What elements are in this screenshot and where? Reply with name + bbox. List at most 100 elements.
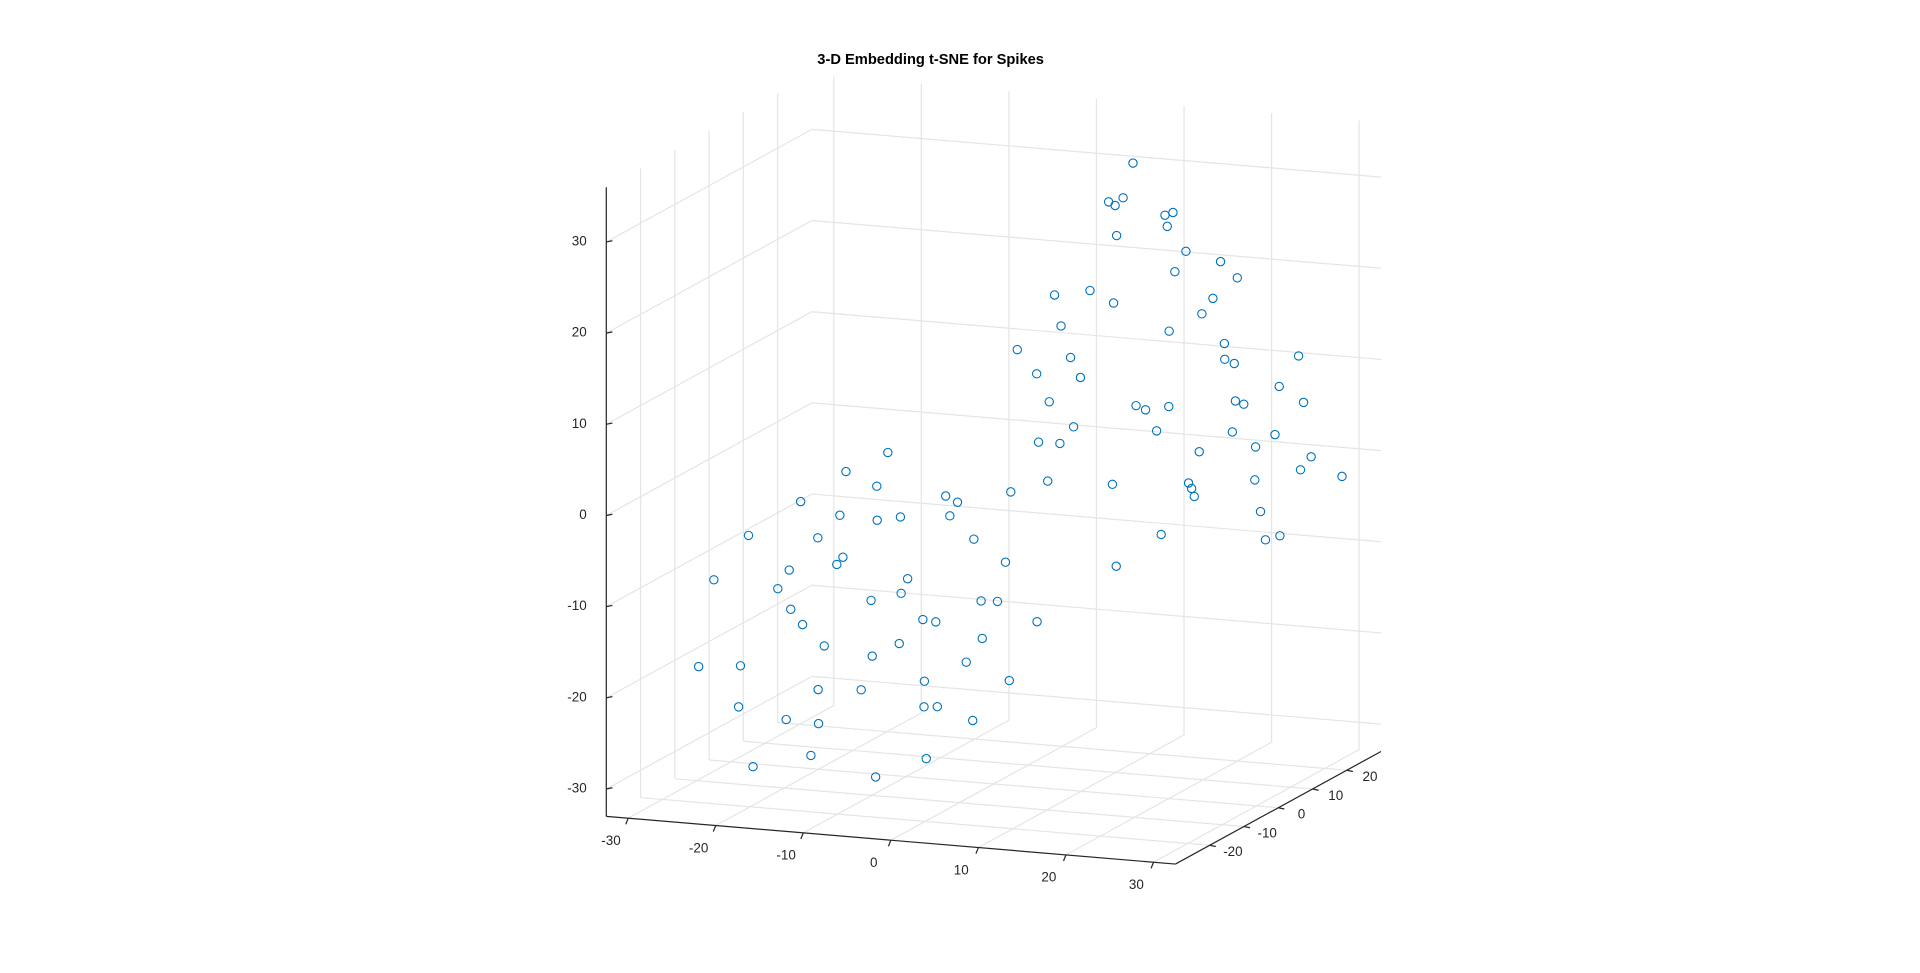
data-point (1006, 487, 1016, 497)
y-tick (1278, 807, 1285, 810)
z-tick (606, 331, 613, 334)
data-point (1031, 369, 1042, 379)
data-point (856, 685, 866, 695)
data-point (1075, 372, 1086, 383)
data-point (1065, 352, 1076, 363)
z-tick-label: 10 (572, 416, 587, 431)
data-point (1229, 358, 1239, 369)
grid-line (605, 311, 813, 425)
x-tick-label: -20 (689, 840, 708, 855)
data-point (1275, 531, 1285, 541)
x-tick (712, 825, 717, 832)
x-tick (1150, 862, 1155, 869)
grid-line (743, 740, 1313, 790)
data-point (1295, 465, 1306, 475)
data-point (1298, 397, 1309, 408)
x-tick-label: 30 (1129, 877, 1144, 892)
data-point (733, 702, 744, 712)
y-tick-label: -10 (1257, 825, 1276, 840)
data-point (743, 530, 754, 541)
grid-line (605, 128, 813, 243)
data-point (1227, 427, 1238, 437)
data-point (813, 533, 823, 543)
y-tick-label: 20 (1363, 769, 1378, 784)
data-point (1270, 429, 1280, 440)
z-tick (606, 787, 613, 790)
data-point (883, 447, 893, 458)
x-tick (625, 817, 629, 825)
grid-line (811, 675, 1382, 725)
y-tick-label: 10 (1328, 788, 1343, 803)
grid-line (811, 311, 1382, 361)
data-point (1049, 290, 1060, 300)
data-point (1033, 437, 1044, 447)
data-point (1162, 221, 1172, 232)
x-tick-label: 20 (1041, 870, 1056, 885)
x-tick-label: 10 (954, 862, 969, 877)
x-tick (1062, 854, 1067, 862)
data-point (945, 511, 955, 521)
data-point (1111, 230, 1122, 241)
data-point (693, 661, 704, 672)
data-point (813, 684, 823, 695)
data-point (1131, 400, 1141, 411)
data-point (1250, 442, 1261, 452)
data-point (1164, 401, 1174, 412)
data-point (1044, 397, 1054, 407)
x-tick-label: -30 (601, 833, 620, 848)
data-point (1208, 293, 1218, 304)
data-point (1056, 321, 1066, 331)
data-point (931, 617, 941, 627)
grid-line (640, 796, 1210, 846)
data-point (1274, 381, 1284, 392)
data-point (968, 715, 978, 726)
data-point (1230, 396, 1241, 406)
data-point (1156, 529, 1166, 540)
data-point (1220, 354, 1230, 365)
grid-line (605, 675, 813, 790)
data-point (1111, 561, 1121, 571)
data-point (773, 583, 783, 594)
data-point (1118, 193, 1128, 203)
data-point (786, 604, 796, 614)
grid-line (674, 778, 1244, 828)
grid-line (605, 402, 813, 517)
y-tick (1209, 844, 1216, 848)
z-tick (606, 604, 613, 608)
data-point (1232, 273, 1243, 283)
data-point (921, 753, 931, 764)
x-tick (800, 832, 804, 840)
data-point (1168, 207, 1178, 218)
y-tick-label: 0 (1298, 807, 1305, 822)
x-tick-label: 0 (870, 855, 877, 870)
data-point (1219, 338, 1230, 349)
data-point (918, 614, 928, 625)
data-point (1194, 447, 1204, 457)
data-point (1170, 266, 1180, 277)
data-point (841, 466, 851, 477)
data-point (1306, 452, 1316, 462)
data-point (1012, 344, 1022, 355)
data-point (870, 772, 881, 782)
data-point (872, 481, 882, 491)
grid-line (811, 402, 1382, 452)
data-point (896, 588, 906, 599)
data-point (813, 718, 824, 729)
data-point (1255, 506, 1266, 517)
data-point (748, 761, 758, 772)
data-point (1337, 471, 1347, 482)
chart-title: 3-D Embedding t-SNE for Spikes (817, 52, 1044, 68)
y-tick (1243, 825, 1251, 829)
data-point (1043, 476, 1053, 486)
data-point (895, 512, 906, 522)
data-point (977, 633, 987, 644)
data-point (1004, 675, 1014, 686)
data-point (1293, 351, 1304, 361)
z-tick (606, 422, 613, 425)
y-tick (1312, 788, 1319, 791)
grid-line (811, 493, 1382, 543)
data-point (932, 701, 943, 712)
data-point (1189, 491, 1199, 502)
